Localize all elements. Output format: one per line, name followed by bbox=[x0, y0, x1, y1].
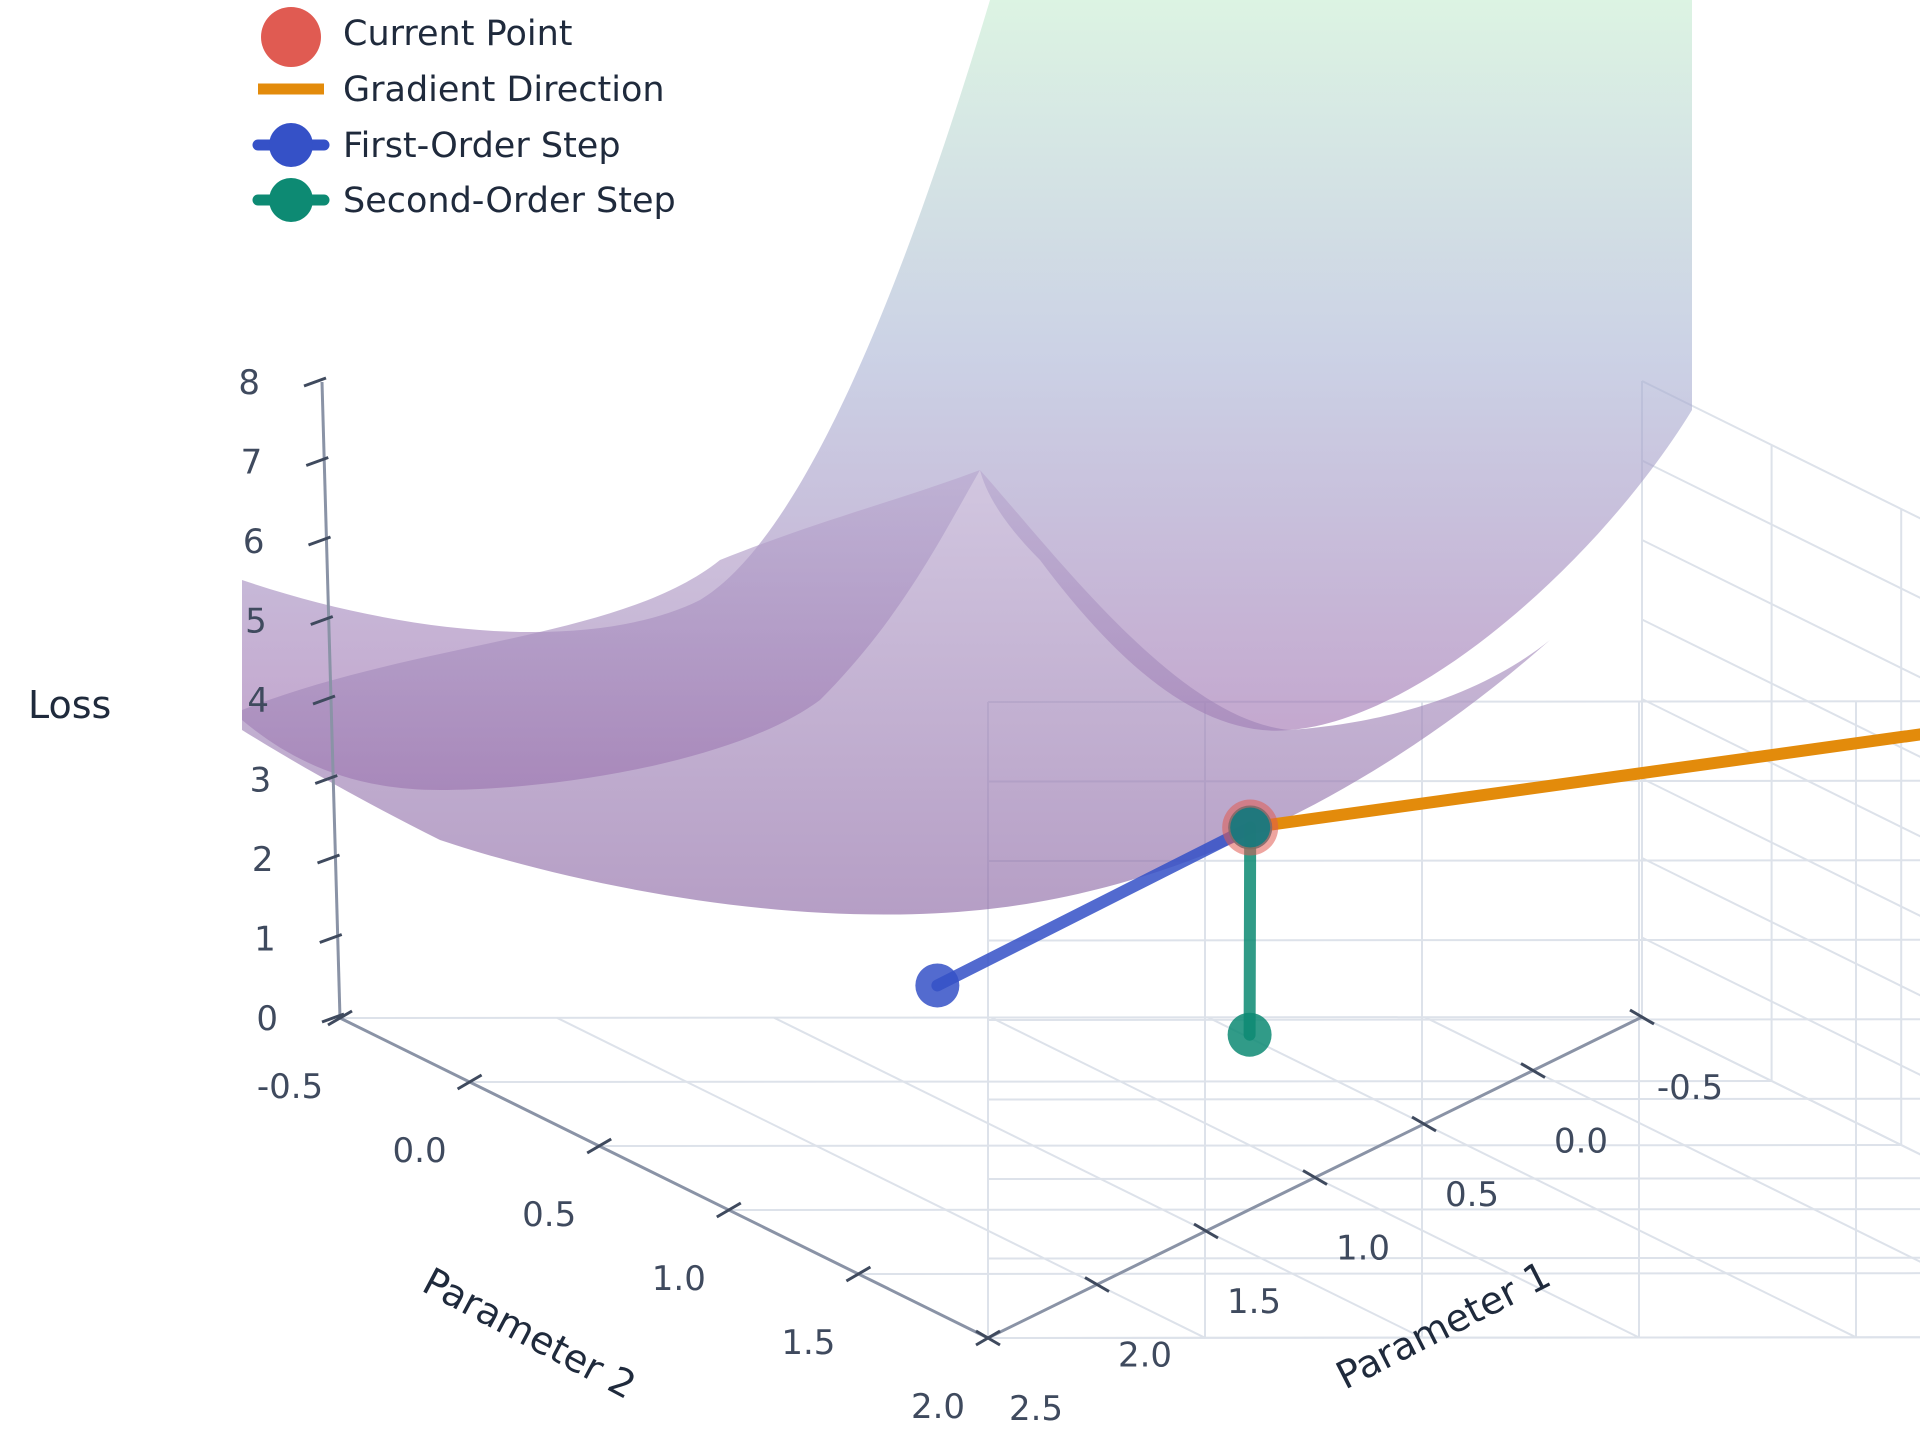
y-tick-mark-5 bbox=[975, 1329, 1001, 1347]
y-tick-mark-1 bbox=[456, 1073, 483, 1091]
second-order-step-line bbox=[1243, 821, 1257, 1041]
first-order-step-line bbox=[931, 821, 1257, 992]
y-tick-label-5: 2.0 bbox=[911, 1387, 965, 1427]
floor-grid-y-2 bbox=[599, 1144, 1902, 1147]
x-tick-label-4: 1.5 bbox=[1227, 1282, 1281, 1322]
wall-grid-z-4 bbox=[987, 698, 1920, 1021]
legend-item-current-point[interactable]: Current Point bbox=[261, 7, 572, 67]
legend-second-order-label: Second-Order Step bbox=[343, 181, 676, 221]
wall-grid-z-7 bbox=[987, 459, 1920, 783]
legend-gradient-label: Gradient Direction bbox=[343, 70, 665, 110]
z-tick-mark-5 bbox=[310, 615, 334, 626]
y-tick-mark-0 bbox=[327, 1009, 353, 1027]
legend-item-gradient-direction[interactable]: Gradient Direction bbox=[258, 70, 665, 110]
legend-first-order-label: First-Order Step bbox=[343, 126, 621, 166]
z-tick-mark-4 bbox=[312, 694, 336, 706]
z-tick-label-7: 7 bbox=[241, 443, 263, 483]
x-tick-label-2: 0.5 bbox=[1445, 1175, 1499, 1215]
floor-grid-x-2 bbox=[1207, 1016, 1857, 1339]
legend: Current Point Gradient Direction First-O… bbox=[252, 7, 676, 222]
y-axis-line bbox=[339, 1016, 989, 1340]
z-tick-mark-6 bbox=[307, 535, 332, 547]
x-tick-label-0: -0.5 bbox=[1657, 1068, 1723, 1108]
y-tick-label-2: 0.5 bbox=[522, 1195, 576, 1235]
legend-current-point-marker bbox=[261, 7, 321, 67]
floor-grid-x-0 bbox=[1641, 1016, 1920, 1156]
y-tick-label-3: 1.0 bbox=[652, 1259, 706, 1299]
legend-current-point-label: Current Point bbox=[343, 14, 572, 54]
z-tick-label-4: 4 bbox=[247, 681, 269, 721]
floor-grid-y-4 bbox=[858, 1272, 1920, 1275]
wall-grid-z-2 bbox=[987, 857, 1920, 1180]
wall-grid-z-8 bbox=[987, 380, 1920, 703]
gradient-direction-line bbox=[1249, 728, 1920, 834]
z-tick-label-3: 3 bbox=[250, 761, 272, 801]
legend-second-order-marker bbox=[269, 178, 313, 222]
x-tick-mark-5 bbox=[1084, 1276, 1110, 1293]
y-tick-label-4: 1.5 bbox=[781, 1323, 835, 1363]
y-ticks: -0.5 0.0 0.5 1.0 1.5 2.0 bbox=[257, 1009, 1001, 1427]
z-tick-mark-1 bbox=[319, 933, 343, 944]
y-tick-mark-3 bbox=[716, 1201, 742, 1219]
floor-grid-y-1 bbox=[469, 1080, 1772, 1083]
z-tick-label-8: 8 bbox=[238, 363, 260, 403]
x-tick-mark-4 bbox=[1193, 1222, 1219, 1240]
z-tick-mark-7 bbox=[305, 456, 329, 467]
surface-front-sheet bbox=[242, 470, 1550, 915]
z-tick-label-2: 2 bbox=[252, 840, 274, 880]
series-layer bbox=[915, 728, 1920, 1057]
z-tick-mark-2 bbox=[316, 853, 341, 865]
floor-grid-y-0 bbox=[339, 1016, 1643, 1019]
y-tick-label-0: -0.5 bbox=[257, 1067, 323, 1107]
wall-grid-z-0 bbox=[987, 1016, 1920, 1339]
wall-grid-z-1 bbox=[987, 936, 1920, 1260]
z-axis-title: Loss bbox=[28, 683, 111, 727]
x-tick-mark-0 bbox=[1629, 1008, 1655, 1026]
z-axis-line bbox=[320, 381, 342, 1019]
z-tick-label-1: 1 bbox=[254, 920, 276, 960]
second-order-step-point-1[interactable] bbox=[1227, 1012, 1272, 1057]
z-tick-mark-3 bbox=[314, 774, 338, 785]
wall-grid-z-6 bbox=[987, 539, 1920, 862]
x-tick-mark-3 bbox=[1302, 1169, 1328, 1186]
y-axis-title: Parameter 2 bbox=[416, 1259, 643, 1408]
legend-item-first-order-step[interactable]: First-Order Step bbox=[252, 123, 621, 167]
first-order-step-point-1[interactable] bbox=[915, 963, 960, 1008]
z-ticks: 0 1 2 3 4 5 6 7 8 bbox=[238, 363, 345, 1039]
x-ticks: -0.5 0.0 0.5 1.0 1.5 2.0 2.5 bbox=[975, 1008, 1723, 1429]
y-tick-mark-2 bbox=[586, 1137, 612, 1155]
wall-grid-z-5 bbox=[987, 618, 1920, 942]
legend-item-second-order-step[interactable]: Second-Order Step bbox=[252, 178, 676, 222]
x-tick-label-5: 2.0 bbox=[1118, 1336, 1172, 1376]
loss-surface bbox=[242, 0, 1692, 915]
z-tick-label-5: 5 bbox=[245, 602, 267, 642]
x-tick-mark-2 bbox=[1411, 1115, 1437, 1133]
y-tick-mark-4 bbox=[845, 1265, 872, 1283]
z-tick-mark-0 bbox=[321, 1012, 345, 1024]
y-tick-label-1: 0.0 bbox=[393, 1131, 447, 1171]
x-tick-label-1: 0.0 bbox=[1554, 1122, 1608, 1162]
current-point-overlap-marker bbox=[1230, 807, 1271, 848]
x-tick-label-3: 1.0 bbox=[1336, 1229, 1390, 1269]
surface-back-sheet bbox=[242, 0, 1692, 790]
legend-first-order-marker bbox=[269, 123, 313, 167]
floor-grid-x-4 bbox=[773, 1016, 1423, 1339]
z-tick-mark-8 bbox=[303, 376, 327, 388]
x-tick-label-6: 2.5 bbox=[1009, 1389, 1063, 1429]
floor-grid-y-3 bbox=[728, 1208, 1920, 1211]
wall-grid-z-3 bbox=[987, 777, 1920, 1101]
z-tick-label-0: 0 bbox=[256, 999, 278, 1039]
z-tick-label-6: 6 bbox=[243, 522, 265, 562]
x-tick-mark-1 bbox=[1520, 1062, 1546, 1079]
axis-grid bbox=[339, 380, 1920, 1339]
